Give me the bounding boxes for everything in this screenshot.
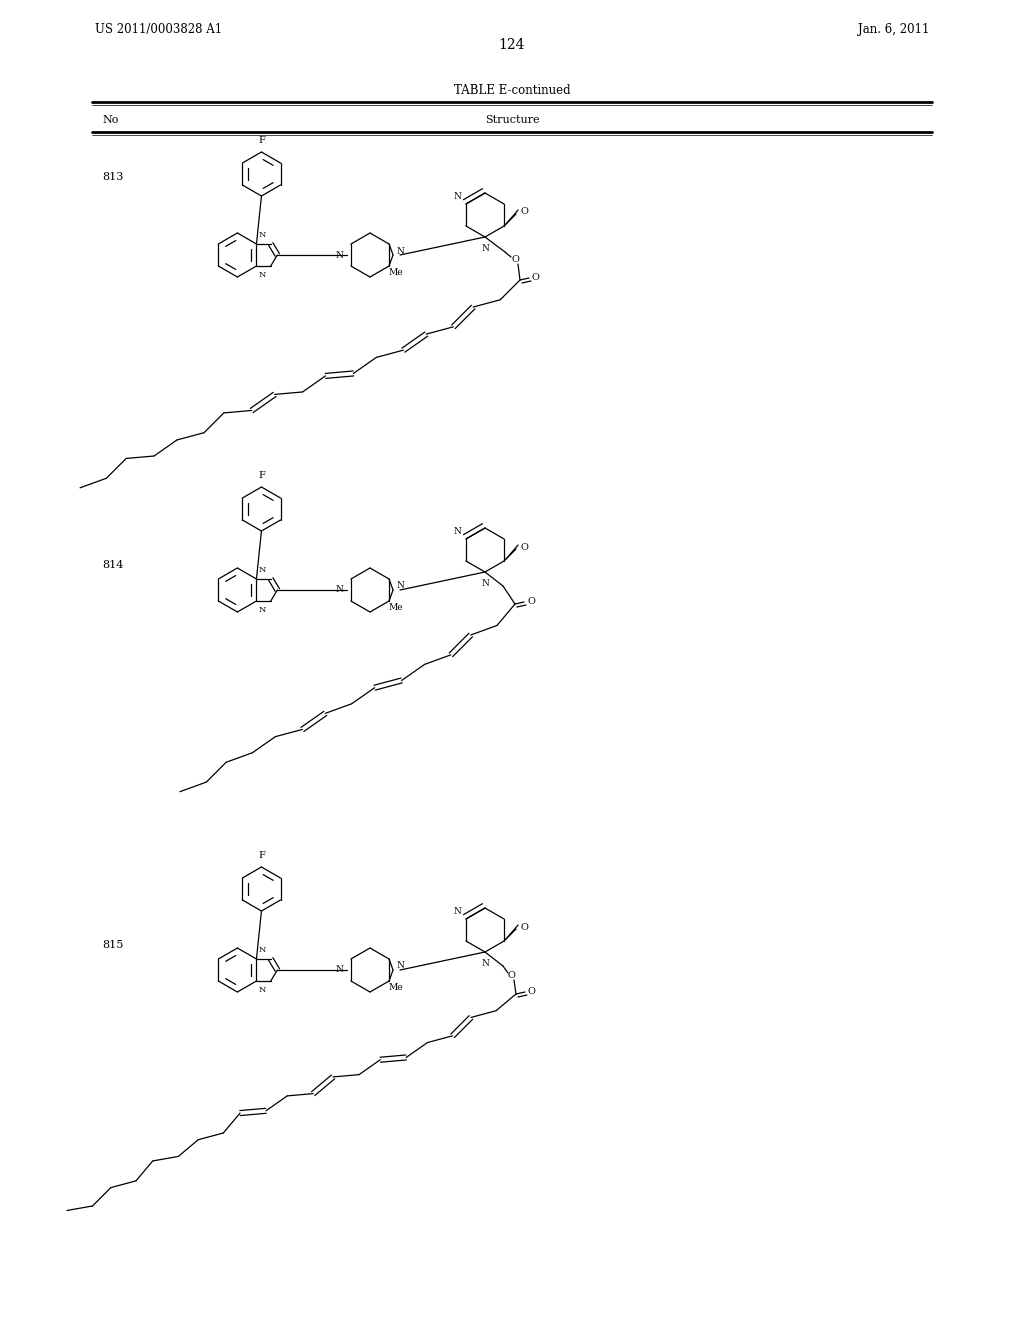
Text: 815: 815	[102, 940, 124, 950]
Text: O: O	[511, 256, 519, 264]
Text: 813: 813	[102, 172, 124, 182]
Text: O: O	[520, 923, 528, 932]
Text: Structure: Structure	[484, 115, 540, 125]
Text: N: N	[481, 579, 488, 587]
Text: F: F	[258, 851, 265, 861]
Text: F: F	[258, 136, 265, 145]
Text: O: O	[520, 207, 528, 216]
Text: Me: Me	[389, 983, 403, 993]
Text: N: N	[335, 251, 343, 260]
Text: N: N	[396, 961, 403, 970]
Text: O: O	[532, 273, 540, 282]
Text: N: N	[258, 946, 266, 954]
Text: Jan. 6, 2011: Jan. 6, 2011	[858, 24, 929, 37]
Text: 124: 124	[499, 38, 525, 51]
Text: N: N	[258, 606, 266, 614]
Text: N: N	[481, 960, 488, 968]
Text: US 2011/0003828 A1: US 2011/0003828 A1	[95, 24, 222, 37]
Text: N: N	[258, 271, 266, 279]
Text: O: O	[507, 972, 515, 981]
Text: 814: 814	[102, 560, 124, 570]
Text: O: O	[528, 987, 536, 997]
Text: N: N	[453, 907, 461, 916]
Text: TABLE E-continued: TABLE E-continued	[454, 83, 570, 96]
Text: N: N	[396, 247, 403, 256]
Text: O: O	[527, 598, 535, 606]
Text: N: N	[258, 566, 266, 574]
Text: N: N	[258, 986, 266, 994]
Text: N: N	[335, 965, 343, 974]
Text: N: N	[453, 191, 461, 201]
Text: N: N	[453, 527, 461, 536]
Text: No: No	[102, 115, 119, 125]
Text: Me: Me	[389, 268, 403, 277]
Text: F: F	[258, 471, 265, 480]
Text: Me: Me	[389, 603, 403, 612]
Text: N: N	[258, 231, 266, 239]
Text: N: N	[481, 244, 488, 253]
Text: O: O	[520, 543, 528, 552]
Text: N: N	[396, 582, 403, 590]
Text: N: N	[335, 586, 343, 594]
